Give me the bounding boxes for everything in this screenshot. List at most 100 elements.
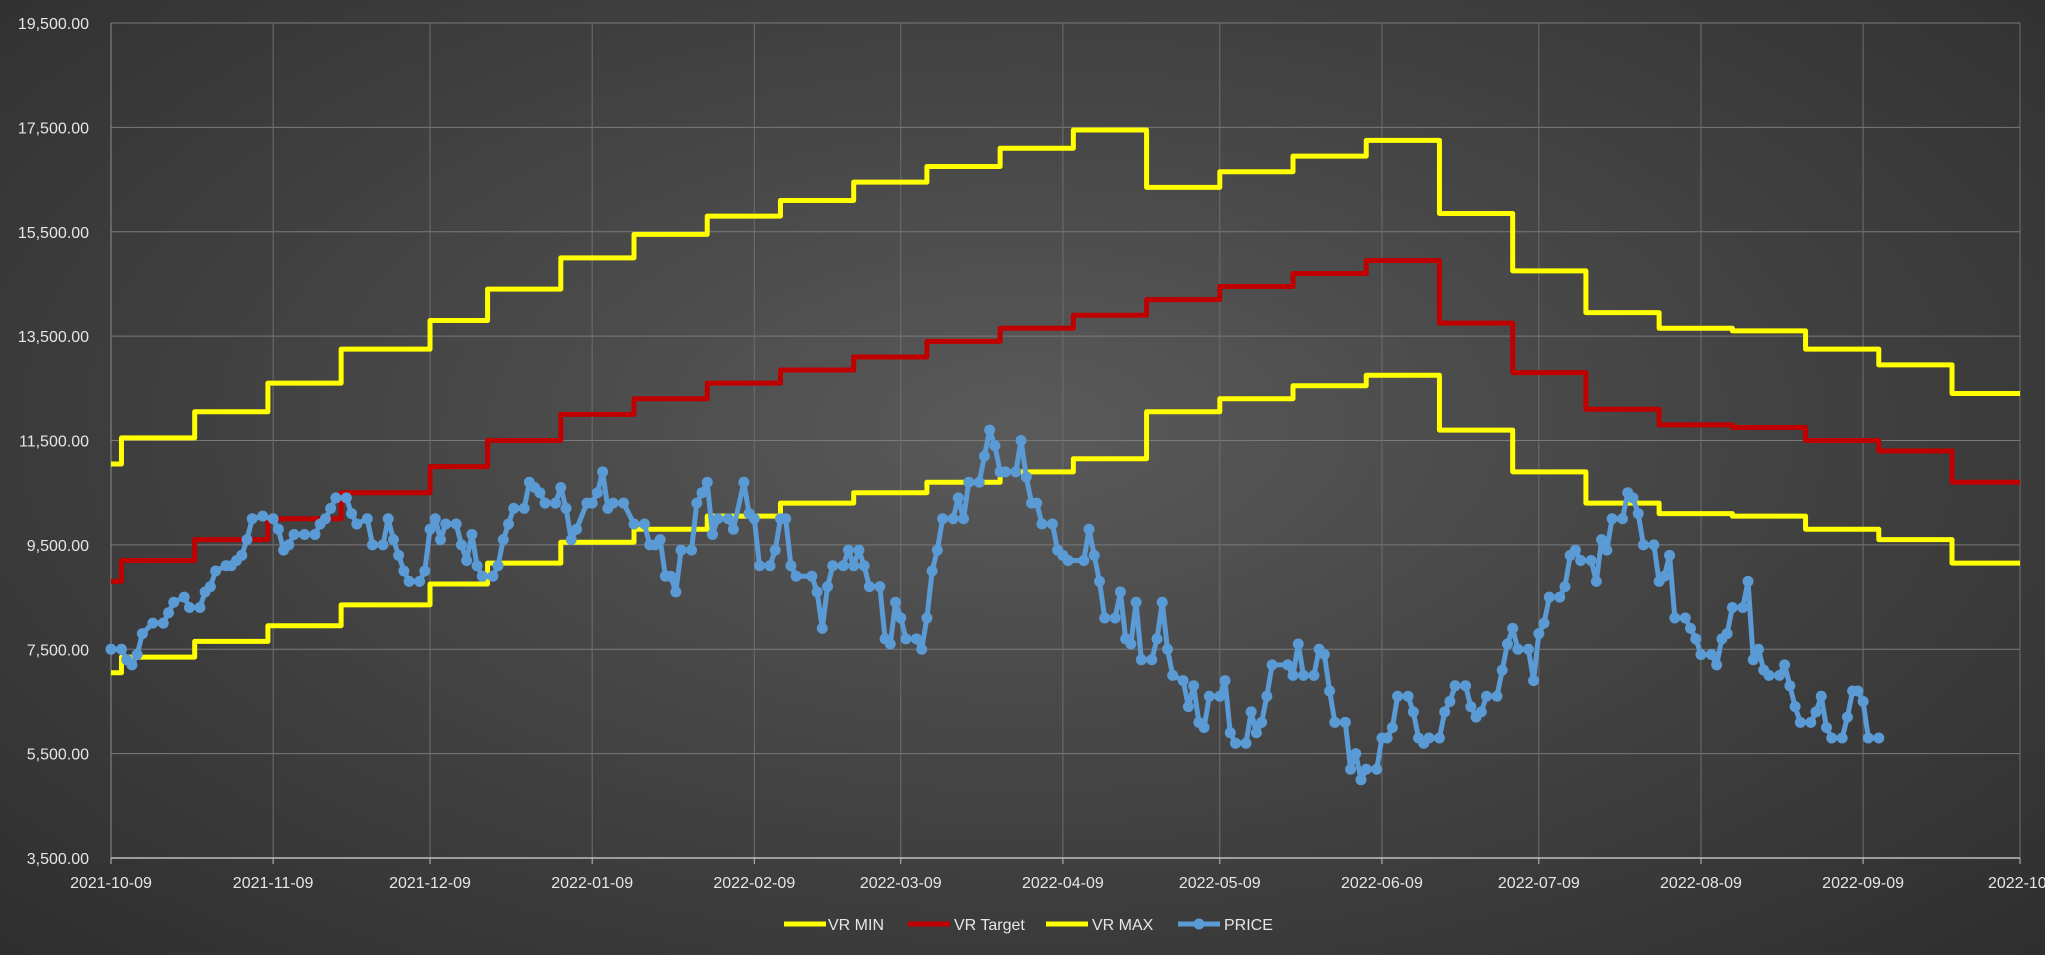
data-point <box>1078 555 1090 567</box>
data-point <box>1805 716 1817 728</box>
data-point <box>675 544 687 556</box>
data-point <box>424 523 436 535</box>
data-point <box>1046 518 1058 530</box>
data-point <box>1711 659 1723 671</box>
y-tick-label: 9,500.00 <box>27 538 89 555</box>
data-point <box>916 643 928 655</box>
data-point <box>1386 722 1398 734</box>
data-point <box>429 513 441 525</box>
series-vr-target <box>111 257 2020 584</box>
data-point <box>1862 732 1874 744</box>
data-point <box>1627 492 1639 504</box>
data-point <box>131 648 143 660</box>
data-point <box>1501 638 1513 650</box>
data-point <box>1569 544 1581 556</box>
series-line-vr-max <box>111 127 2020 467</box>
data-point <box>827 560 839 572</box>
data-point <box>283 539 295 551</box>
data-point <box>1318 648 1330 660</box>
y-tick-label: 15,500.00 <box>18 225 89 242</box>
data-point <box>1167 669 1179 681</box>
data-point <box>1015 435 1027 446</box>
data-point <box>1481 690 1493 702</box>
x-tick-label: 2022-10- <box>1988 875 2045 892</box>
data-point <box>1433 732 1445 744</box>
data-point <box>874 581 886 593</box>
data-point <box>727 523 739 535</box>
data-point <box>246 513 258 525</box>
data-point <box>1590 575 1602 587</box>
data-point <box>1198 722 1210 734</box>
data-point <box>1679 612 1691 624</box>
x-tick-label: 2022-01-09 <box>551 875 633 892</box>
data-point <box>1522 643 1534 655</box>
data-point <box>1637 539 1649 551</box>
x-tick-label: 2022-04-09 <box>1022 875 1104 892</box>
data-point <box>978 450 990 462</box>
data-point <box>1371 763 1383 775</box>
data-point <box>895 612 907 624</box>
data-point <box>377 539 389 551</box>
data-point <box>1036 518 1048 530</box>
data-point <box>204 581 216 593</box>
data-point <box>1156 596 1168 608</box>
data-point <box>1360 763 1372 775</box>
data-point <box>712 513 724 525</box>
x-tick-label: 2021-12-09 <box>389 875 471 892</box>
data-point <box>769 544 781 556</box>
data-point <box>607 497 619 509</box>
data-point <box>837 560 849 572</box>
data-point <box>1737 602 1749 613</box>
data-point <box>1350 748 1362 760</box>
legend-item-price: PRICE <box>1178 917 1273 934</box>
data-point <box>1575 555 1587 567</box>
data-point <box>1528 675 1540 687</box>
legend-item-vr-max: VR MAX <box>1046 917 1154 934</box>
x-tick-label: 2022-05-09 <box>1179 875 1261 892</box>
data-point <box>1439 706 1451 718</box>
data-point <box>272 523 284 535</box>
data-point <box>1423 732 1435 744</box>
data-point <box>989 440 1001 452</box>
data-point <box>890 596 902 608</box>
data-point <box>1585 555 1597 567</box>
data-point <box>1392 690 1404 702</box>
data-point <box>848 560 860 572</box>
data-point <box>461 555 473 567</box>
x-axis-tick-labels: 2021-10-09 2021-11-09 2021-12-09 2022-01-09… <box>70 875 2045 892</box>
data-point <box>884 638 896 650</box>
data-point <box>706 528 718 540</box>
data-point <box>1339 716 1351 728</box>
data-point <box>937 513 949 525</box>
data-point <box>1632 508 1644 520</box>
data-point <box>1606 513 1618 525</box>
y-tick-label: 17,500.00 <box>18 120 89 137</box>
data-point <box>1031 497 1043 509</box>
data-point <box>508 502 520 514</box>
data-point <box>1465 701 1477 713</box>
data-point <box>1752 643 1764 655</box>
data-point <box>1402 690 1414 702</box>
data-point <box>168 596 180 608</box>
data-point <box>1773 669 1785 681</box>
data-point <box>691 497 703 509</box>
data-point <box>1789 701 1801 713</box>
data-point <box>1852 685 1864 697</box>
series-vr-min <box>111 372 2020 676</box>
y-tick-label: 11,500.00 <box>19 434 89 451</box>
data-point <box>1266 659 1278 671</box>
data-point <box>1601 544 1613 556</box>
data-point <box>665 570 677 582</box>
data-point <box>1188 680 1200 692</box>
data-point <box>1292 638 1304 650</box>
data-point <box>1240 737 1252 749</box>
series-line-vr-target <box>111 257 2020 584</box>
data-point <box>1685 622 1697 634</box>
data-point <box>476 570 488 582</box>
data-point <box>1407 706 1419 718</box>
data-point <box>1742 575 1754 587</box>
y-tick-label: 5,500.00 <box>27 747 89 764</box>
data-point <box>1114 586 1126 598</box>
data-point <box>1282 659 1294 671</box>
data-point <box>754 560 766 572</box>
